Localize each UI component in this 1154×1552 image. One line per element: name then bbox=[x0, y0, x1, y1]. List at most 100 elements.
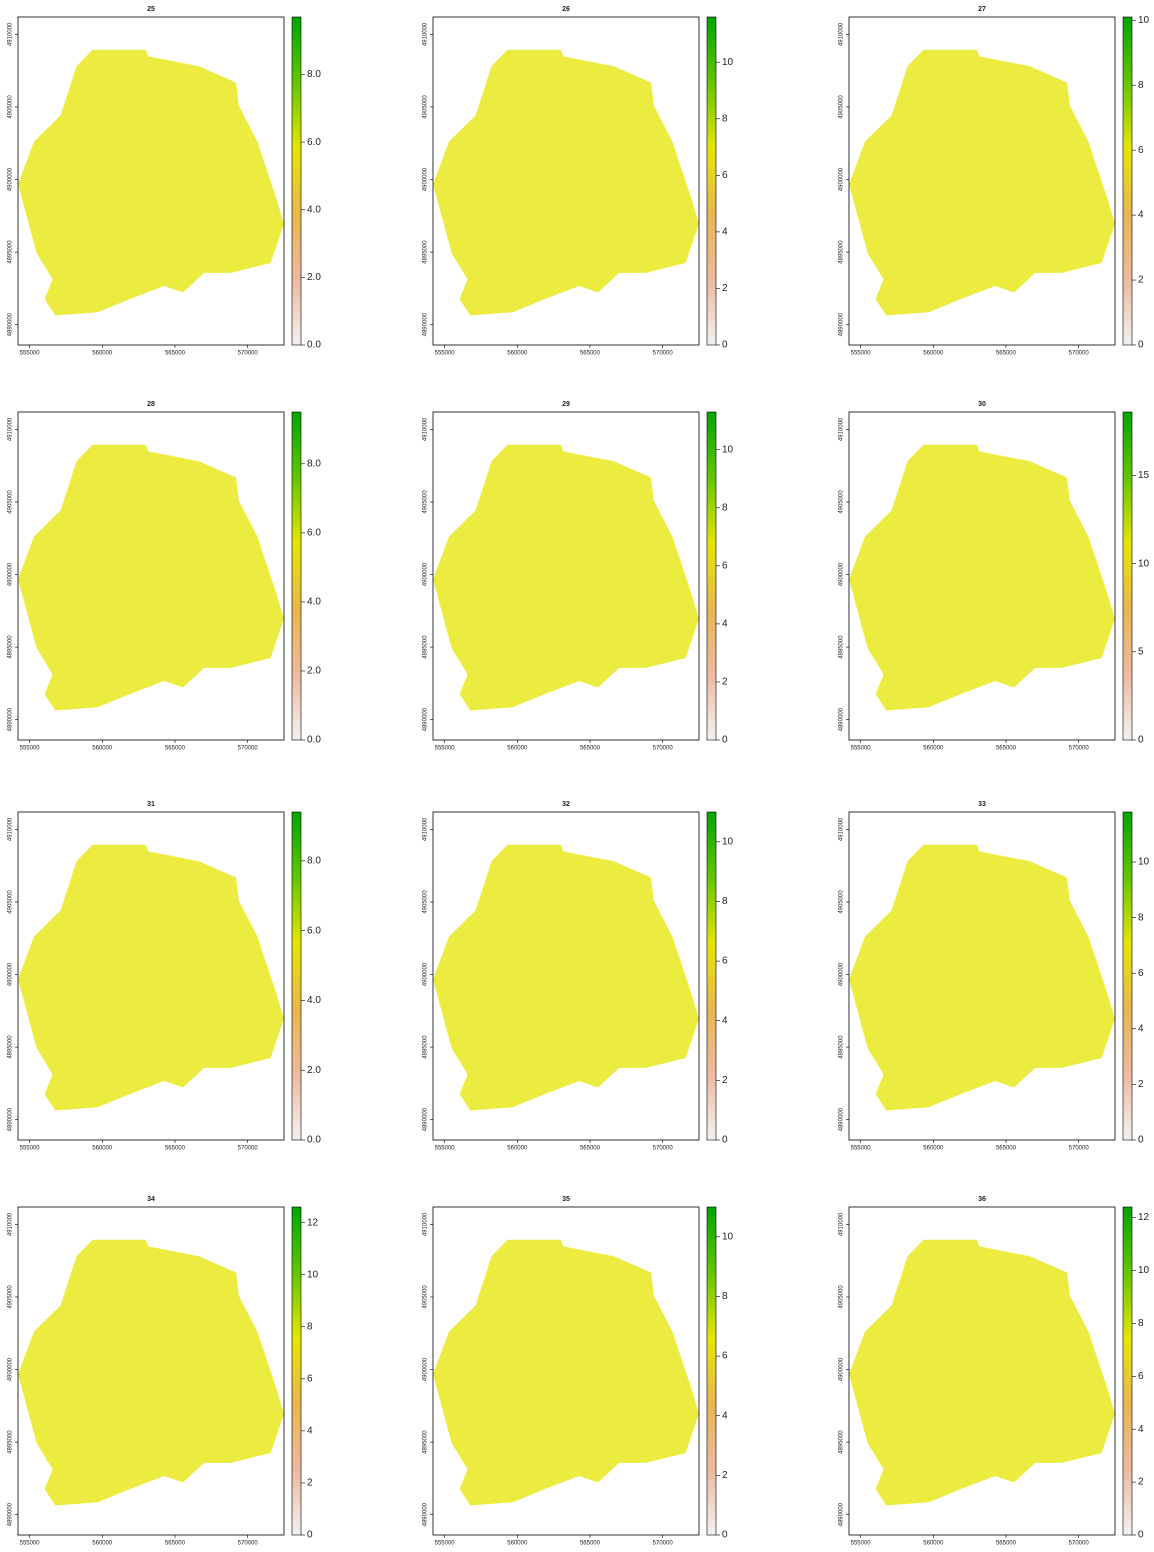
raster-panel: 2655500056000056500057000048900004895000… bbox=[423, 6, 734, 357]
x-tick-label: 555000 bbox=[20, 351, 41, 357]
colorbar-tick-label: 0 bbox=[1138, 1135, 1144, 1146]
x-tick-label: 570000 bbox=[238, 1541, 259, 1547]
colorbar-tick-label: 0 bbox=[307, 1530, 313, 1541]
y-tick-label: 4910000 bbox=[8, 1212, 14, 1236]
colorbar bbox=[1123, 412, 1132, 740]
y-tick-label: 4910000 bbox=[839, 817, 845, 841]
x-tick-label: 560000 bbox=[507, 746, 528, 752]
colorbar-tick-label: 2 bbox=[722, 1470, 728, 1481]
panel-title: 36 bbox=[978, 1196, 986, 1203]
x-tick-label: 570000 bbox=[238, 1146, 259, 1152]
colorbar-tick-label: 0 bbox=[1138, 340, 1144, 351]
colorbar-tick-label: 4.0 bbox=[307, 597, 321, 608]
raster-area bbox=[433, 845, 699, 1111]
x-tick-label: 555000 bbox=[851, 1146, 872, 1152]
x-tick-label: 560000 bbox=[923, 1541, 944, 1547]
colorbar bbox=[1123, 17, 1132, 345]
x-tick-label: 560000 bbox=[92, 1146, 113, 1152]
colorbar bbox=[707, 812, 716, 1140]
x-tick-label: 555000 bbox=[20, 746, 41, 752]
colorbar-tick-label: 10 bbox=[1138, 1265, 1150, 1276]
colorbar bbox=[292, 1207, 301, 1535]
y-tick-label: 4910000 bbox=[8, 417, 14, 441]
y-tick-label: 4905000 bbox=[423, 490, 429, 514]
colorbar-tick-label: 8 bbox=[1138, 912, 1144, 923]
y-tick-label: 4900000 bbox=[8, 562, 14, 586]
x-tick-label: 570000 bbox=[653, 746, 674, 752]
x-tick-label: 555000 bbox=[20, 1541, 41, 1547]
colorbar-tick-label: 6.0 bbox=[307, 137, 321, 148]
colorbar-tick-label: 10 bbox=[1138, 857, 1150, 868]
colorbar-tick-label: 6 bbox=[1138, 145, 1144, 156]
colorbar-tick-label: 4.0 bbox=[307, 995, 321, 1006]
x-tick-label: 560000 bbox=[92, 746, 113, 752]
x-tick-label: 565000 bbox=[580, 1541, 601, 1547]
x-tick-label: 570000 bbox=[1069, 746, 1090, 752]
panel-title: 31 bbox=[147, 801, 155, 808]
y-tick-label: 4900000 bbox=[423, 1357, 429, 1381]
colorbar-tick-label: 8 bbox=[307, 1321, 313, 1332]
y-tick-label: 4900000 bbox=[839, 962, 845, 986]
raster-area bbox=[18, 845, 284, 1111]
colorbar-tick-label: 8.0 bbox=[307, 855, 321, 866]
x-tick-label: 560000 bbox=[923, 1146, 944, 1152]
y-tick-label: 4890000 bbox=[839, 707, 845, 731]
x-tick-label: 565000 bbox=[580, 1146, 601, 1152]
panel-title: 30 bbox=[978, 401, 986, 408]
x-tick-label: 555000 bbox=[851, 351, 872, 357]
x-tick-label: 555000 bbox=[851, 746, 872, 752]
x-tick-label: 570000 bbox=[1069, 1146, 1090, 1152]
colorbar-tick-label: 6 bbox=[722, 560, 728, 571]
x-tick-label: 565000 bbox=[165, 746, 186, 752]
x-tick-label: 560000 bbox=[507, 351, 528, 357]
y-tick-label: 4905000 bbox=[839, 1285, 845, 1309]
colorbar bbox=[292, 812, 301, 1140]
colorbar bbox=[1123, 1207, 1132, 1535]
panel-title: 33 bbox=[978, 801, 986, 808]
x-tick-label: 560000 bbox=[923, 351, 944, 357]
colorbar-tick-label: 0 bbox=[722, 1135, 728, 1146]
colorbar-tick-label: 0 bbox=[1138, 735, 1144, 746]
panel-title: 27 bbox=[978, 6, 986, 13]
y-tick-label: 4890000 bbox=[8, 1502, 14, 1526]
colorbar-tick-label: 0.0 bbox=[307, 735, 321, 746]
colorbar-tick-label: 2 bbox=[722, 677, 728, 688]
y-tick-label: 4900000 bbox=[839, 167, 845, 191]
colorbar-tick-label: 4 bbox=[722, 619, 728, 630]
y-tick-label: 4890000 bbox=[8, 312, 14, 336]
y-tick-label: 4895000 bbox=[8, 240, 14, 264]
y-tick-label: 4890000 bbox=[423, 1502, 429, 1526]
colorbar-tick-label: 2 bbox=[722, 283, 728, 294]
panel-title: 29 bbox=[562, 401, 570, 408]
colorbar-tick-label: 8 bbox=[1138, 80, 1144, 91]
y-tick-label: 4890000 bbox=[423, 707, 429, 731]
colorbar-tick-label: 8 bbox=[722, 1291, 728, 1302]
colorbar-tick-label: 4 bbox=[722, 1410, 728, 1421]
colorbar-tick-label: 0 bbox=[722, 735, 728, 746]
raster-area bbox=[433, 1240, 699, 1506]
colorbar-tick-label: 8 bbox=[1138, 1318, 1144, 1329]
colorbar bbox=[292, 412, 301, 740]
colorbar-tick-label: 4 bbox=[1138, 210, 1144, 221]
y-tick-label: 4895000 bbox=[8, 1035, 14, 1059]
x-tick-label: 570000 bbox=[653, 1541, 674, 1547]
colorbar-tick-label: 10 bbox=[307, 1269, 319, 1280]
x-tick-label: 565000 bbox=[996, 351, 1017, 357]
colorbar-tick-label: 2.0 bbox=[307, 666, 321, 677]
y-tick-label: 4890000 bbox=[8, 707, 14, 731]
colorbar-tick-label: 8.0 bbox=[307, 458, 321, 469]
colorbar-tick-label: 4 bbox=[722, 1015, 728, 1026]
y-tick-label: 4890000 bbox=[839, 1107, 845, 1131]
colorbar-tick-label: 2 bbox=[1138, 1477, 1144, 1488]
x-tick-label: 560000 bbox=[507, 1146, 528, 1152]
y-tick-label: 4910000 bbox=[423, 817, 429, 841]
raster-area bbox=[849, 50, 1115, 316]
colorbar-tick-label: 15 bbox=[1138, 470, 1150, 481]
colorbar bbox=[707, 412, 716, 740]
raster-area bbox=[849, 445, 1115, 711]
y-tick-label: 4905000 bbox=[8, 890, 14, 914]
colorbar-tick-label: 12 bbox=[307, 1217, 319, 1228]
y-tick-label: 4890000 bbox=[839, 312, 845, 336]
